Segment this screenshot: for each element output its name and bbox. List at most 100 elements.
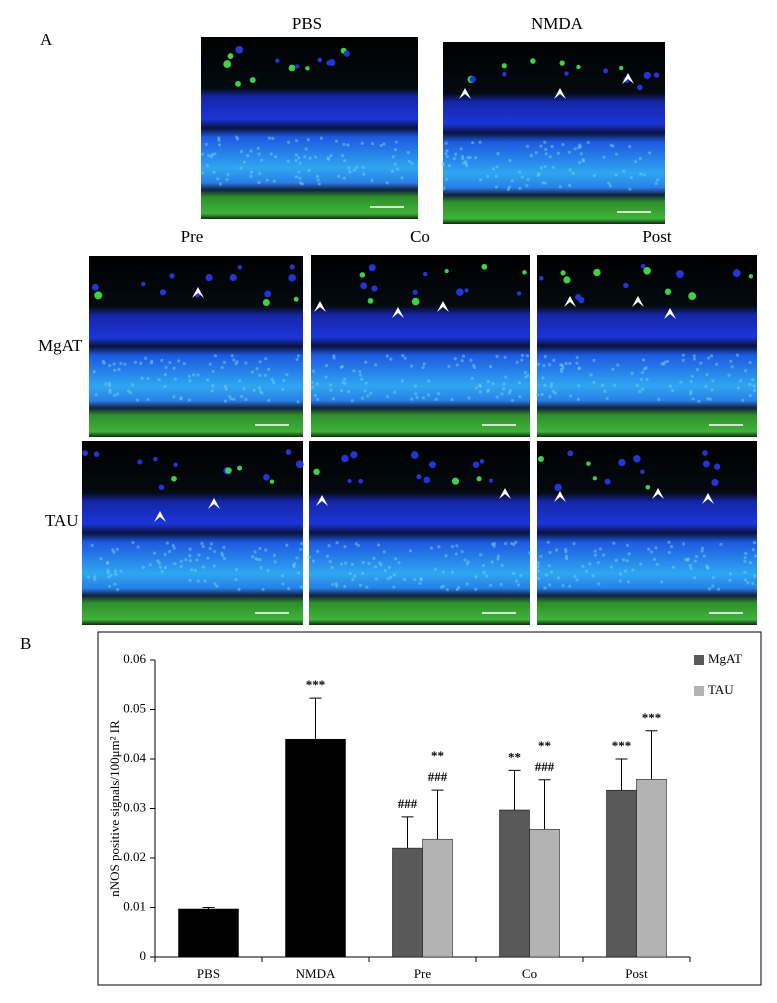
nucleus	[523, 370, 527, 375]
nucleus	[358, 373, 363, 377]
y-tick-label: 0.05	[123, 700, 146, 715]
nucleus	[547, 583, 552, 587]
nucleus	[707, 587, 712, 591]
nucleus	[92, 370, 96, 374]
nucleus	[306, 137, 310, 142]
nucleus	[642, 173, 646, 177]
nucleus	[107, 584, 112, 588]
nucleus	[567, 183, 572, 187]
nucleus	[536, 561, 540, 565]
nucleus	[576, 397, 580, 401]
nucleus	[93, 577, 97, 581]
arrowhead	[392, 307, 404, 318]
nucleus	[261, 587, 265, 592]
nucleus	[528, 551, 532, 555]
cell	[567, 450, 574, 457]
nucleus	[442, 186, 446, 190]
nucleus	[471, 141, 475, 145]
annotation: **	[508, 749, 521, 764]
nucleus	[328, 383, 333, 387]
nucleus	[393, 162, 397, 166]
cell	[676, 270, 684, 279]
nucleus	[295, 357, 299, 362]
nucleus	[748, 393, 752, 398]
cell	[653, 72, 660, 78]
nucleus	[558, 185, 562, 189]
nucleus	[188, 547, 192, 551]
nucleus	[239, 166, 243, 170]
nucleus	[596, 561, 600, 565]
nucleus	[274, 155, 278, 159]
nucleus	[344, 561, 348, 565]
nucleus	[565, 556, 569, 561]
cell	[171, 475, 177, 482]
nucleus	[146, 376, 150, 381]
nucleus	[212, 170, 216, 174]
nucleus	[304, 147, 308, 151]
nucleus	[549, 382, 554, 386]
nucleus	[623, 569, 627, 573]
cell	[249, 77, 256, 84]
error-bar	[401, 816, 414, 849]
nucleus	[235, 135, 239, 139]
nucleus	[743, 570, 747, 574]
arrowhead	[499, 488, 511, 499]
nucleus	[193, 568, 197, 572]
y-tick-label: 0.04	[123, 750, 146, 765]
nucleus	[113, 368, 117, 372]
cell	[223, 60, 232, 69]
nucleus	[157, 377, 161, 382]
nucleus	[679, 380, 683, 384]
nucleus	[603, 389, 607, 394]
nucleus	[269, 152, 273, 156]
nucleus	[316, 397, 320, 402]
nucleus	[450, 397, 454, 402]
cell	[516, 291, 522, 296]
nucleus	[200, 152, 205, 156]
nucleus	[455, 587, 459, 592]
nucleus	[564, 550, 568, 554]
nucleus	[668, 384, 672, 388]
nucleus	[689, 389, 693, 393]
cell	[488, 478, 494, 483]
nucleus	[173, 377, 177, 381]
image-bg	[82, 441, 303, 625]
annotation: ***	[612, 738, 632, 753]
nucleus	[389, 357, 393, 361]
nucleus	[400, 379, 404, 383]
nucleus	[688, 392, 693, 396]
nucleus	[413, 384, 417, 388]
nucleus	[503, 542, 508, 546]
nucleus	[540, 392, 544, 397]
nucleus	[419, 577, 423, 581]
nucleus	[179, 564, 183, 568]
nucleus	[294, 175, 298, 179]
nucleus	[489, 365, 493, 369]
nucleus	[638, 156, 642, 161]
nucleus	[342, 142, 346, 146]
nucleus	[697, 399, 701, 403]
nucleus	[242, 387, 246, 391]
nucleus	[491, 167, 495, 171]
nucleus	[600, 383, 604, 387]
nucleus	[549, 385, 553, 389]
nucleus	[748, 561, 753, 565]
column-label: Pre	[181, 227, 204, 246]
cell	[358, 478, 363, 484]
cell	[451, 477, 460, 485]
nucleus	[541, 376, 545, 380]
nucleus	[184, 558, 188, 562]
arrowhead	[192, 287, 204, 298]
nucleus	[334, 139, 339, 143]
nucleus	[246, 154, 250, 158]
micrograph	[82, 441, 304, 625]
error-bar	[645, 730, 658, 780]
cell	[593, 268, 601, 277]
panel-label: A	[40, 30, 53, 49]
nucleus	[131, 540, 135, 545]
nucleus	[429, 546, 434, 550]
nucleus	[94, 393, 98, 397]
cell	[237, 465, 243, 471]
nucleus	[459, 147, 463, 151]
nucleus	[645, 377, 649, 382]
